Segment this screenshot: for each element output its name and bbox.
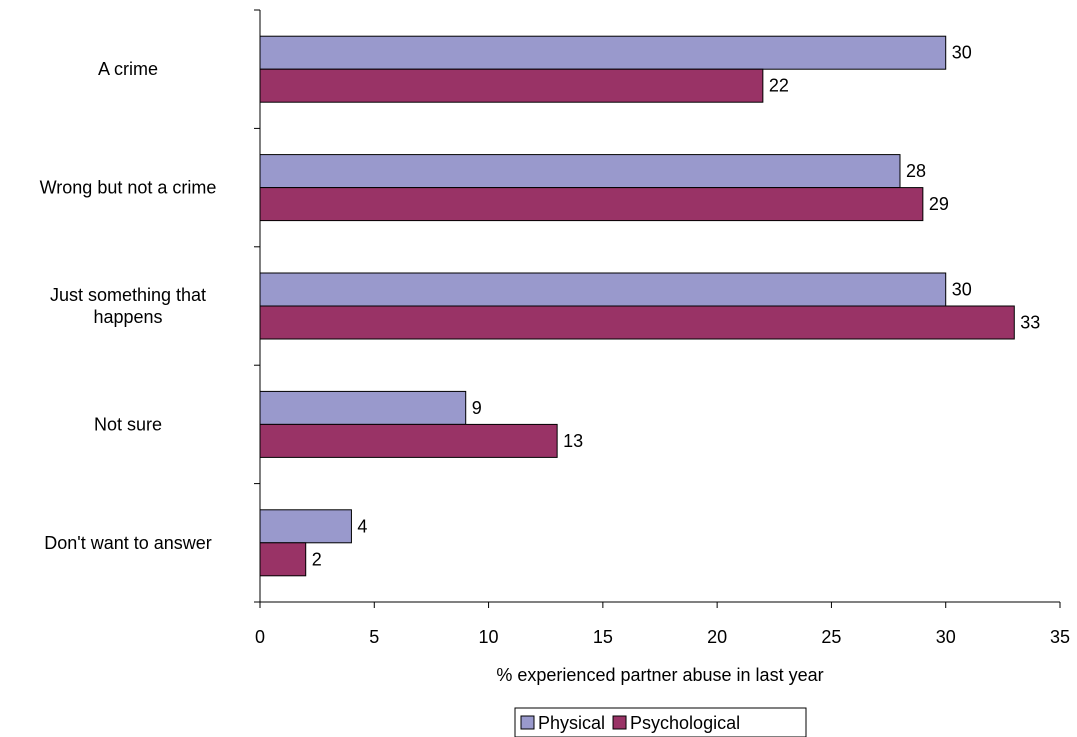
bar-psychological-3 [259,423,558,458]
axes-group [254,9,1061,608]
bar-physical-4 [259,509,352,544]
x-tick-label: 20 [707,627,727,647]
category-label-1: Wrong but not a crime [40,178,217,198]
legend: Physical Psychological [514,707,807,737]
bars-group [259,35,1015,577]
bar-physical-2 [259,272,947,307]
x-axis-title: % experienced partner abuse in last year [496,665,823,685]
x-tick-labels-group: 0 5 10 15 20 25 30 35 [255,627,1070,647]
data-label-physical-0: 30 [952,43,972,63]
x-tick-label: 30 [936,627,956,647]
data-label-physical-2: 30 [952,280,972,300]
bar-physical-0 [259,35,947,70]
legend-label-physical: Physical [538,713,605,733]
x-tick-label: 15 [593,627,613,647]
x-tick-label: 0 [255,627,265,647]
category-label-3: Not sure [94,414,162,434]
data-label-physical-3: 9 [472,398,482,418]
data-label-psychological-1: 29 [929,194,949,214]
legend-swatch-physical [520,715,535,730]
bar-psychological-2 [259,305,1015,340]
data-label-psychological-4: 2 [312,549,322,569]
x-tick-label: 35 [1050,627,1070,647]
bar-physical-3 [259,390,467,425]
bar-psychological-0 [259,68,764,103]
data-label-psychological-2: 33 [1020,313,1040,333]
bar-psychological-4 [259,542,307,577]
data-label-physical-1: 28 [906,161,926,181]
bar-psychological-1 [259,187,924,222]
legend-swatch-psychological [612,715,627,730]
x-tick-label: 25 [821,627,841,647]
legend-label-psychological: Psychological [630,713,740,733]
bar-physical-1 [259,154,901,189]
category-label-4: Don't want to answer [44,533,212,553]
data-label-psychological-0: 22 [769,76,789,96]
x-tick-label: 5 [369,627,379,647]
category-label-0: A crime [98,59,158,79]
category-label-2: Just something that happens [50,285,206,327]
legend-box [514,707,807,737]
data-label-physical-4: 4 [357,516,367,536]
data-label-psychological-3: 13 [563,431,583,451]
x-tick-label: 10 [479,627,499,647]
category-labels-group: A crime Wrong but not a crime Just somethi… [40,59,217,553]
